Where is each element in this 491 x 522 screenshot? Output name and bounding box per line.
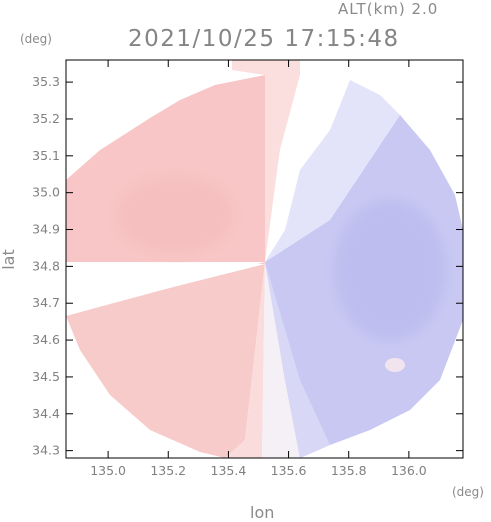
timestamp-label: 2021/10/25 17:15:48 xyxy=(128,26,400,52)
echo-approaching-south-light xyxy=(265,262,330,458)
echo-blocked-wedge xyxy=(66,264,265,314)
altitude-label: ALT(km) 2.0 xyxy=(338,0,439,18)
map-frame xyxy=(65,59,464,459)
echo-receding-lower-sector xyxy=(66,262,265,458)
radar-echo-area xyxy=(66,60,463,458)
lon-tick-label: 135.8 xyxy=(331,463,367,478)
lon-unit-label: (deg) xyxy=(452,485,484,499)
echo-neutral-south xyxy=(262,262,300,458)
lat-tick-label: 34.8 xyxy=(32,258,60,273)
echo-neutral-band xyxy=(265,75,350,262)
echo-approaching-light xyxy=(265,80,400,262)
lat-tick-label: 34.7 xyxy=(32,295,60,310)
echo-receding-light-band xyxy=(225,262,265,458)
axis-ticks: 35.3 35.2 35.1 35.0 34.9 34.8 34.7 34.6 34.5 34.4… xyxy=(32,60,463,478)
lon-tick-label: 136.0 xyxy=(391,463,427,478)
lat-tick-label: 34.5 xyxy=(32,369,60,384)
lat-tick-label: 34.4 xyxy=(32,406,60,421)
lon-tick-label: 135.6 xyxy=(271,463,307,478)
lat-tick-label: 34.9 xyxy=(32,222,60,237)
lat-tick-label: 35.3 xyxy=(32,74,60,89)
echo-approaching-core xyxy=(335,200,445,340)
lat-tick-label: 35.0 xyxy=(32,185,60,200)
lon-axis-label: lon xyxy=(250,503,275,522)
lat-unit-label: (deg) xyxy=(20,32,52,46)
lat-tick-label: 35.2 xyxy=(32,111,60,126)
lat-tick-label: 34.6 xyxy=(32,332,60,347)
lon-tick-label: 135.4 xyxy=(211,463,247,478)
lon-tick-label: 135.2 xyxy=(150,463,186,478)
lat-tick-label: 35.1 xyxy=(32,148,60,163)
echo-small-spot xyxy=(385,358,405,372)
echo-receding-north-band xyxy=(232,60,300,262)
lon-tick-label: 135.0 xyxy=(90,463,126,478)
echo-receding-core xyxy=(115,175,235,255)
lat-tick-label: 34.3 xyxy=(32,443,60,458)
